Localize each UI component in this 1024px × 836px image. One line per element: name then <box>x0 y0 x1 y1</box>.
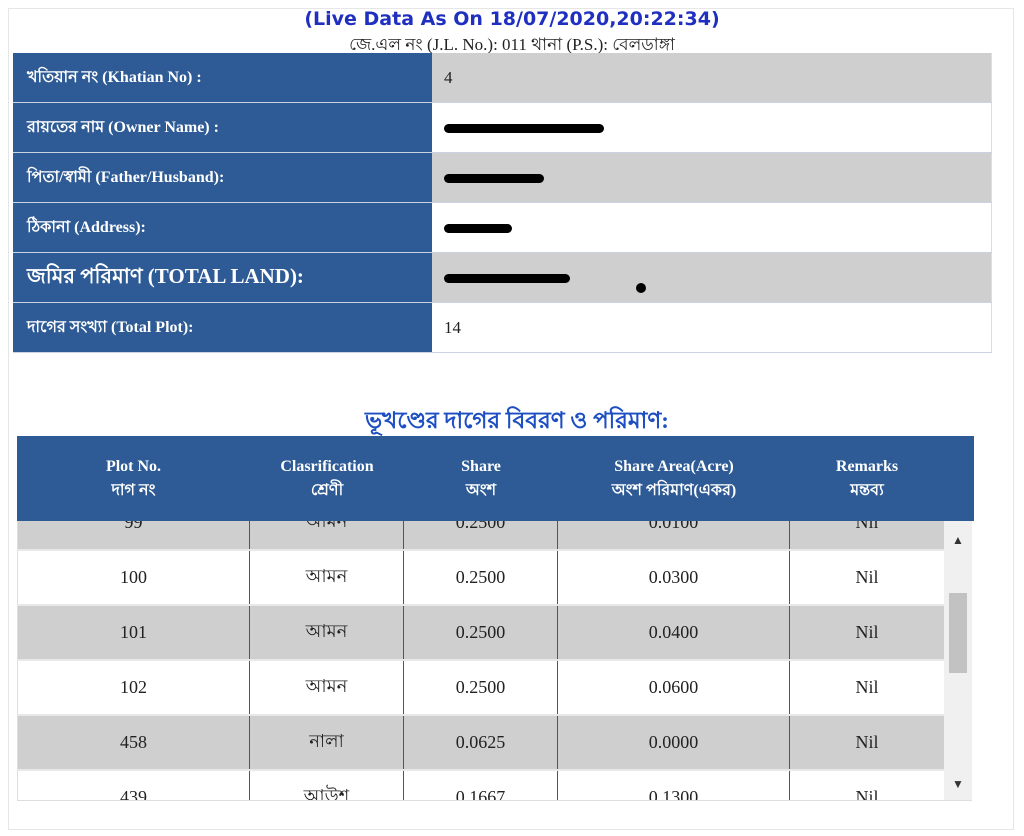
info-row-total-plot: দাগের সংখ্যা (Total Plot): 14 <box>13 302 992 353</box>
cell-share: 0.1667 <box>404 771 558 800</box>
info-row-owner: রায়তের নাম (Owner Name) : <box>13 102 992 153</box>
info-label: দাগের সংখ্যা (Total Plot): <box>13 302 432 353</box>
cell-plot-no: 102 <box>17 661 250 714</box>
page-frame <box>8 8 1014 830</box>
column-header-share: Share অংশ <box>461 457 501 499</box>
cell-plot-no: 458 <box>17 716 250 769</box>
info-value <box>432 252 992 303</box>
plot-table-body[interactable]: 99 আমন 0.2500 0.0100 Nil 100 আমন 0.2500 0.0300 Ni… <box>17 521 972 801</box>
cell-share: 0.2500 <box>404 661 558 714</box>
cell-classification: আমন <box>250 521 404 549</box>
cell-share: 0.2500 <box>404 606 558 659</box>
table-row: 102 আমন 0.2500 0.0600 Nil <box>17 661 944 716</box>
cell-share-area: 0.1300 <box>558 771 790 800</box>
cell-remarks: Nil <box>855 732 879 752</box>
info-label: খতিয়ান নং (Khatian No) : <box>13 53 432 103</box>
cursor-dot <box>636 283 646 293</box>
cell-remarks: Nil <box>855 567 879 587</box>
redaction-mark <box>444 224 512 234</box>
table-row: 100 আমন 0.2500 0.0300 Nil <box>17 551 944 606</box>
live-data-timestamp: (Live Data As On 18/07/2020,20:22:34) <box>304 8 720 30</box>
table-row: 439 আউশ 0.1667 0.1300 Nil <box>17 771 944 801</box>
table-row: 99 আমন 0.2500 0.0100 Nil <box>17 521 944 551</box>
table-row: 101 আমন 0.2500 0.0400 Nil <box>17 606 944 661</box>
scrollbar[interactable]: ▲ ▼ <box>944 521 972 800</box>
cell-share-area: 0.0600 <box>558 661 790 714</box>
cell-classification: নালা <box>250 716 404 769</box>
cell-remarks: Nil <box>855 677 879 697</box>
cell-share-area: 0.0000 <box>558 716 790 769</box>
info-label: পিতা/স্বামী (Father/Husband): <box>13 152 432 203</box>
section-title: ভূখণ্ডের দাগের বিবরণ ও পরিমাণ: <box>365 408 669 433</box>
cell-remarks: Nil <box>855 622 879 642</box>
info-label: জমির পরিমাণ (TOTAL LAND): <box>13 252 432 303</box>
info-value <box>432 202 992 253</box>
info-value: 14 <box>432 302 992 353</box>
cell-classification: আমন <box>250 606 404 659</box>
info-label: ঠিকানা (Address): <box>13 202 432 253</box>
column-header-classification: Clasrification শ্রেণী <box>280 457 374 499</box>
scroll-down-arrow-icon[interactable]: ▼ <box>952 777 964 791</box>
info-row-khatian: খতিয়ান নং (Khatian No) :4 <box>13 53 992 103</box>
redaction-mark <box>444 274 570 284</box>
table-row: 458 নালা 0.0625 0.0000 Nil <box>17 716 944 771</box>
scroll-up-arrow-icon[interactable]: ▲ <box>952 533 964 547</box>
info-label: রায়তের নাম (Owner Name) : <box>13 102 432 153</box>
plot-table-header: Plot No. দাগ নং Clasrification শ্রেণী Shar… <box>17 436 974 521</box>
cell-share-area: 0.0300 <box>558 551 790 604</box>
cell-classification: আমন <box>250 661 404 714</box>
cell-classification: আমন <box>250 551 404 604</box>
cell-remarks: Nil <box>855 787 879 801</box>
cell-share-area: 0.0100 <box>558 521 790 549</box>
info-value <box>432 152 992 203</box>
info-value: 4 <box>432 53 992 103</box>
redaction-mark <box>444 124 604 134</box>
cell-share: 0.0625 <box>404 716 558 769</box>
cell-remarks: Nil <box>855 521 879 532</box>
cell-plot-no: 100 <box>17 551 250 604</box>
jl-ps-line: জে.এল নং (J.L. No.): 011 থানা (P.S.): বে… <box>349 35 675 54</box>
cell-classification: আউশ <box>250 771 404 800</box>
info-value <box>432 102 992 153</box>
column-header-remarks: Remarks মন্তব্য <box>835 457 899 499</box>
redaction-mark <box>444 174 544 184</box>
cell-share: 0.2500 <box>404 551 558 604</box>
info-row-total-land: জমির পরিমাণ (TOTAL LAND): <box>13 252 992 303</box>
cell-share-area: 0.0400 <box>558 606 790 659</box>
info-row-address: ঠিকানা (Address): <box>13 202 992 253</box>
cell-share: 0.2500 <box>404 521 558 549</box>
scrollbar-thumb[interactable] <box>949 593 967 673</box>
cell-plot-no: 439 <box>17 771 250 800</box>
khatian-info-table: খতিয়ান নং (Khatian No) :4 রায়তের নাম (… <box>13 53 992 353</box>
column-header-plot: Plot No. দাগ নং <box>105 457 162 499</box>
cell-plot-no: 99 <box>17 521 250 549</box>
column-header-share-area: Share Area(Acre) অংশ পরিমাণ(একর) <box>611 457 737 499</box>
cell-plot-no: 101 <box>17 606 250 659</box>
info-row-father: পিতা/স্বামী (Father/Husband): <box>13 152 992 203</box>
